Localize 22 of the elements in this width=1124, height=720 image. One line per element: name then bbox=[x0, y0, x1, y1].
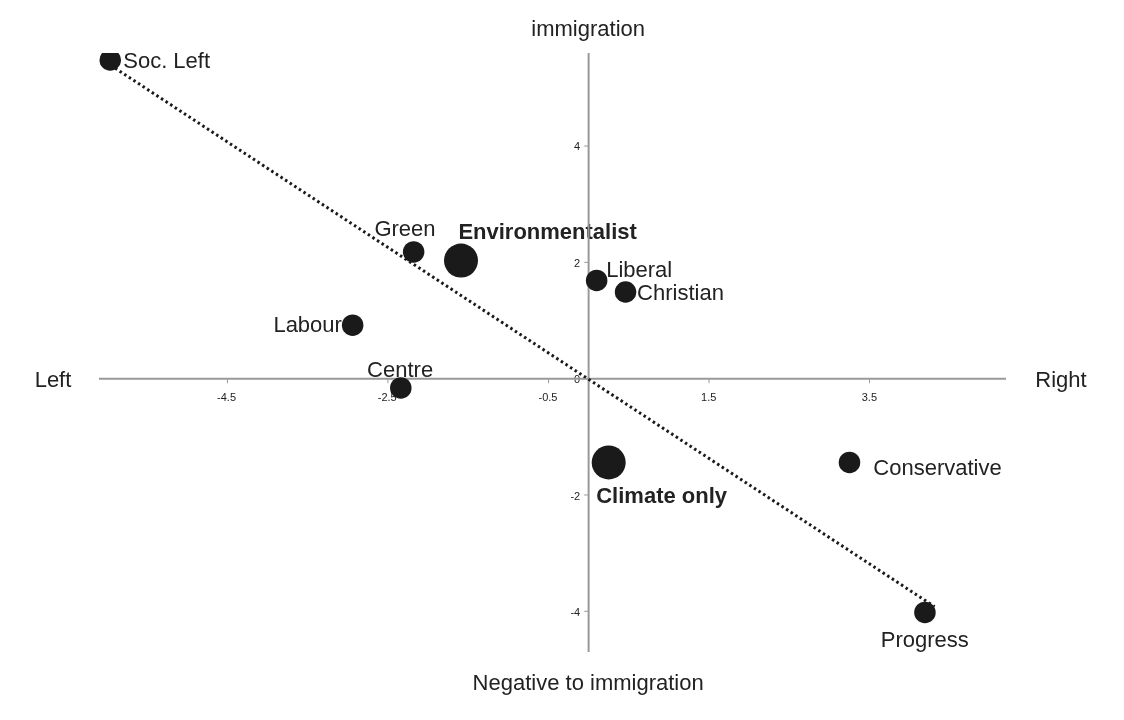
x-tick-label: -0.5 bbox=[538, 391, 558, 404]
annotation: Liberal bbox=[606, 256, 673, 282]
text: immigration bbox=[531, 16, 646, 41]
y-tick-label: -4 bbox=[570, 606, 581, 619]
annotation: Soc. Left bbox=[123, 47, 211, 73]
y-tick-label: 4 bbox=[574, 140, 581, 153]
annotation: Conservative bbox=[873, 455, 1002, 481]
annotation: Centre bbox=[367, 356, 434, 382]
annotation: Christian bbox=[637, 280, 724, 306]
y-tick-label: -2 bbox=[570, 489, 581, 502]
annotation: Environmentalist bbox=[458, 218, 638, 244]
x-tick-label: 1.5 bbox=[701, 391, 717, 404]
text: Left bbox=[34, 367, 72, 393]
text: Right bbox=[1035, 367, 1087, 393]
annotation: Climate only bbox=[596, 483, 728, 509]
annotation: Labour bbox=[273, 311, 342, 337]
annotation: Progress bbox=[880, 627, 969, 653]
annotation: Green bbox=[374, 216, 436, 242]
x-tick-label: -4.5 bbox=[217, 391, 237, 404]
x-tick-label: 3.5 bbox=[861, 391, 878, 404]
text: Negative to immigration bbox=[472, 670, 704, 695]
y-tick-label: 2 bbox=[574, 256, 581, 269]
